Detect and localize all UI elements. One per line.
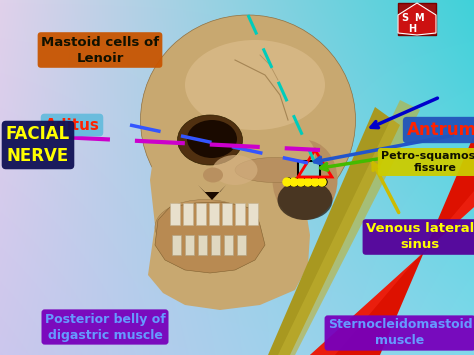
Polygon shape [198,185,226,200]
Bar [198,235,207,255]
Bar [222,203,232,225]
Circle shape [305,178,313,186]
Text: FACIAL
NERVE: FACIAL NERVE [6,125,70,165]
Polygon shape [398,3,436,35]
Bar [237,235,246,255]
Text: H: H [408,24,416,34]
Circle shape [298,179,304,186]
Circle shape [291,179,298,186]
Bar [248,203,258,225]
Circle shape [298,178,306,186]
Ellipse shape [277,180,332,220]
Text: Antrum: Antrum [407,121,474,139]
Bar [185,235,194,255]
Circle shape [311,178,319,186]
Text: Petro-squamosus
fissure: Petro-squamosus fissure [381,151,474,173]
Polygon shape [268,107,400,355]
Polygon shape [155,202,265,273]
Text: Aditus: Aditus [45,118,100,132]
Text: S: S [401,13,409,23]
Ellipse shape [177,115,243,165]
Circle shape [304,179,311,186]
Bar [298,161,320,177]
Polygon shape [148,100,310,310]
Circle shape [319,178,327,186]
Ellipse shape [140,15,356,225]
Circle shape [312,178,320,186]
Polygon shape [310,135,474,355]
Ellipse shape [185,40,325,130]
Bar [172,235,181,255]
Bar [183,203,193,225]
Text: M: M [414,13,424,23]
Circle shape [319,179,326,186]
Ellipse shape [265,132,315,178]
Circle shape [297,178,305,186]
Bar [170,203,180,225]
Circle shape [283,178,291,186]
Ellipse shape [212,155,257,185]
Text: Venous lateral
sinus: Venous lateral sinus [366,223,474,251]
Polygon shape [278,100,420,355]
Circle shape [304,178,312,186]
Ellipse shape [273,140,337,220]
Circle shape [290,178,298,186]
Circle shape [311,179,319,186]
Bar [211,235,220,255]
Text: Mastoid cells of
Lenoir: Mastoid cells of Lenoir [41,36,159,65]
Circle shape [318,178,326,186]
Ellipse shape [203,168,223,182]
Circle shape [291,178,299,186]
Ellipse shape [235,158,315,182]
Bar [235,203,245,225]
Text: Posterior belly of
digastric muscle: Posterior belly of digastric muscle [45,312,165,342]
Bar [196,203,206,225]
Bar [224,235,233,255]
Bar [398,3,436,35]
Ellipse shape [187,120,237,158]
Polygon shape [310,191,474,355]
Bar [209,203,219,225]
Ellipse shape [155,200,255,255]
Circle shape [283,179,291,186]
Text: Sternocleidomastoid
muscle: Sternocleidomastoid muscle [328,318,472,348]
Circle shape [284,178,292,186]
